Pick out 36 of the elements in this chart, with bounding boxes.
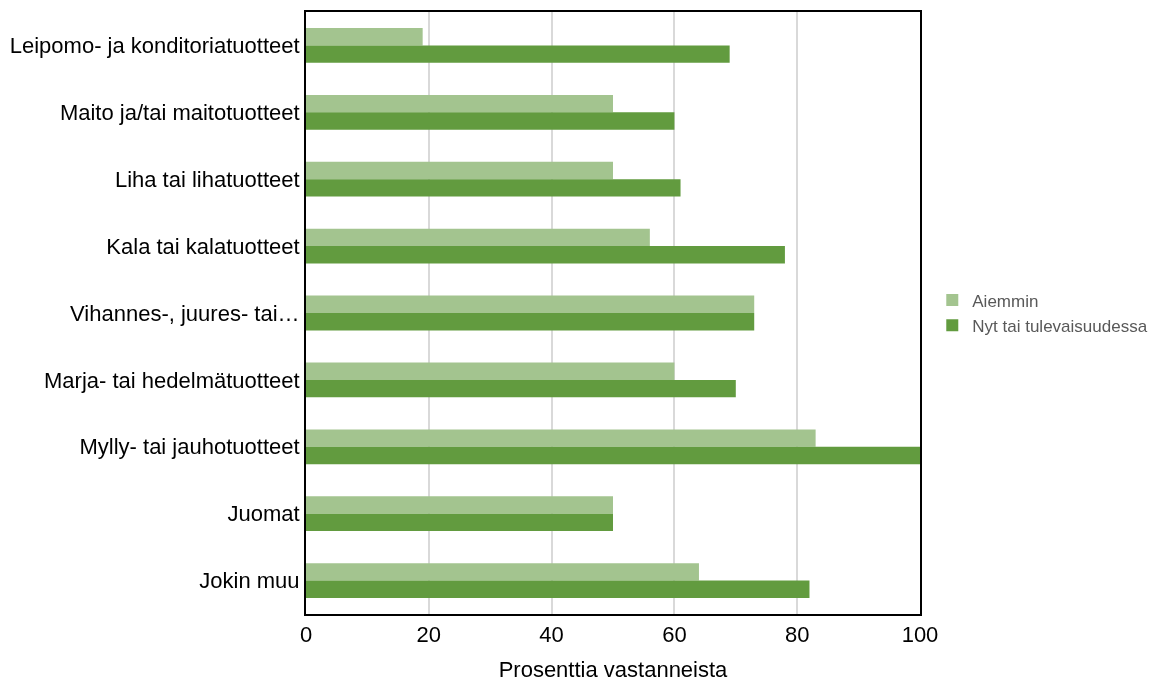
x-tick-label: 100 xyxy=(901,622,939,648)
bar xyxy=(306,228,650,247)
y-tick-label: Kala tai kalatuotteet xyxy=(106,233,300,259)
bar xyxy=(306,313,755,331)
bar xyxy=(306,295,755,313)
bar xyxy=(306,94,613,113)
bar xyxy=(306,246,785,264)
bar xyxy=(306,429,816,447)
bar xyxy=(306,563,699,581)
bar xyxy=(306,513,613,532)
x-tick-label: 20 xyxy=(416,622,442,648)
bar xyxy=(306,179,681,197)
bar xyxy=(306,379,736,398)
x-tick-label: 40 xyxy=(539,622,564,648)
bar xyxy=(306,580,810,598)
bar xyxy=(306,362,675,380)
y-tick-label: Leipomo- ja konditoriatuotteet xyxy=(9,33,300,59)
bar xyxy=(306,161,613,180)
bar xyxy=(306,496,613,514)
x-tick-label: 80 xyxy=(784,622,810,648)
y-tick-label: Maito ja/tai maitotuotteet xyxy=(59,100,300,126)
bar xyxy=(306,45,730,63)
bar xyxy=(306,446,920,465)
y-tick-label: Juomat xyxy=(227,501,300,527)
legend-label: Nyt tai tulevaisuudessa xyxy=(972,316,1148,336)
y-tick-label: Marja- tai hedelmätuotteet xyxy=(44,367,300,393)
x-axis-title: Prosenttia vastanneista xyxy=(498,656,729,682)
y-tick-label: Liha tai lihatuotteet xyxy=(114,166,300,192)
x-tick-label: 60 xyxy=(662,622,687,648)
legend-label: Aiemmin xyxy=(972,291,1039,311)
y-tick-label: Mylly- tai jauhotuotteet xyxy=(79,434,300,460)
y-tick-label: Vihannes-, juures- tai… xyxy=(70,300,300,326)
x-tick-label: 0 xyxy=(299,622,313,648)
bar xyxy=(306,112,675,130)
bar xyxy=(306,28,423,46)
y-tick-label: Jokin muu xyxy=(199,568,300,594)
